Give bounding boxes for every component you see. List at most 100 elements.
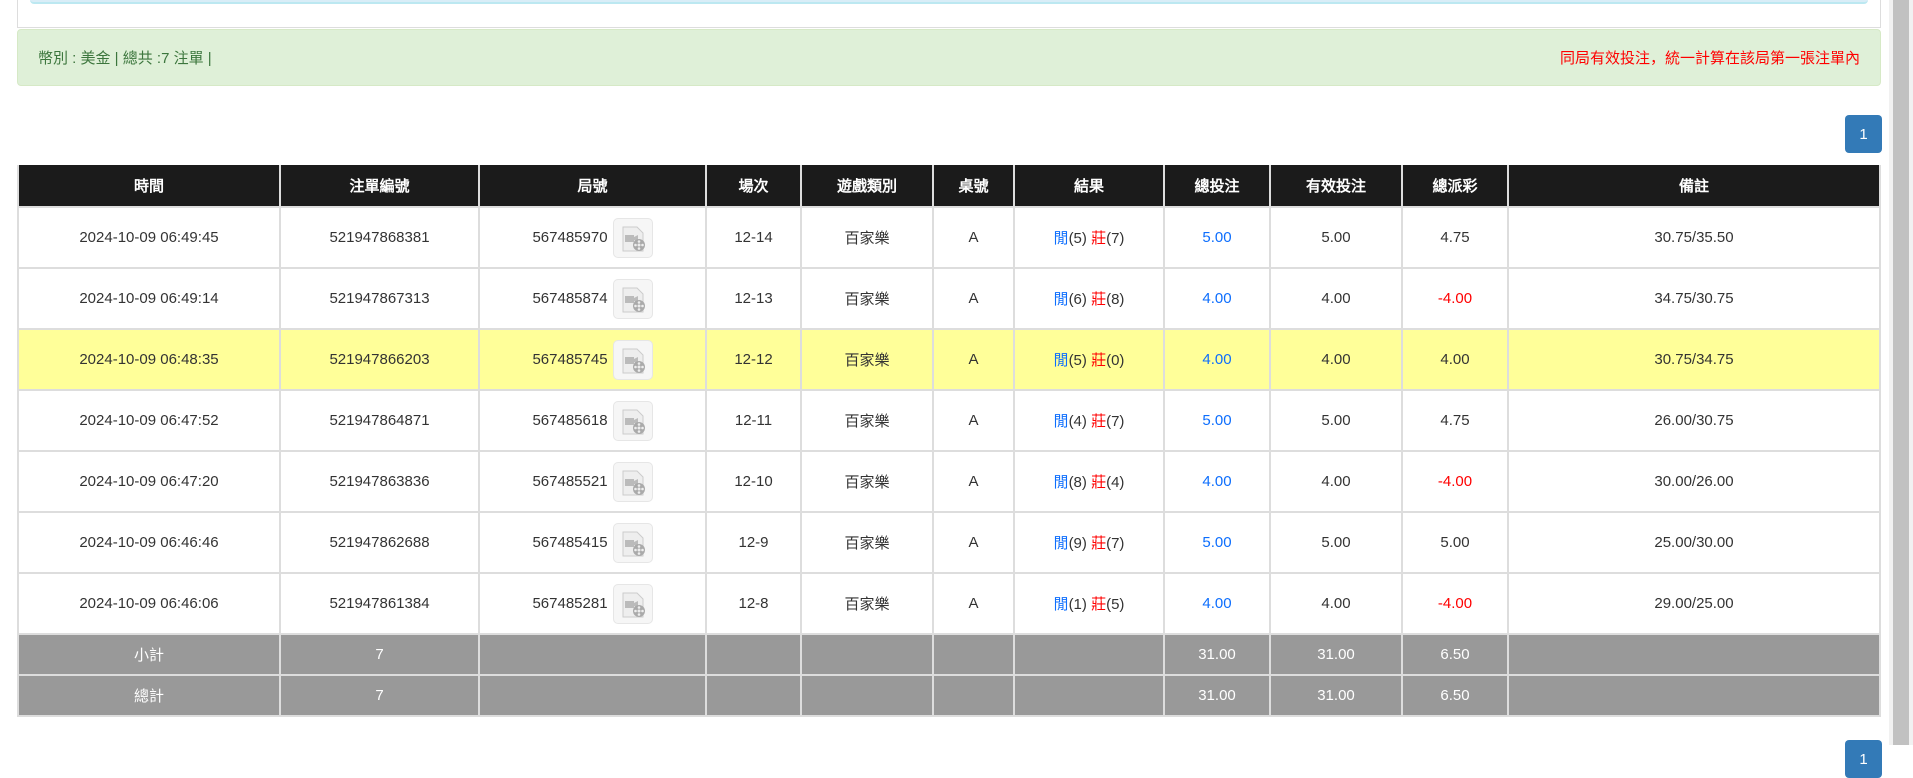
bet-id-cell: 521947867313 [279, 267, 480, 330]
shoe-cell: 12-9 [705, 511, 802, 574]
banker-points: (7) [1106, 230, 1125, 247]
round-number: 567485745 [532, 350, 608, 368]
result-cell: 閒(6) 莊(8) [1013, 267, 1165, 330]
payout-cell-value: -4.00 [1437, 290, 1473, 307]
game-type-cell-value: 百家樂 [844, 535, 890, 552]
player-label: 閒 [1053, 596, 1069, 613]
valid-bet-cell: 4.00 [1269, 267, 1403, 330]
summary-label: 小計 [17, 633, 281, 676]
total-bet-cell: 5.00 [1163, 389, 1271, 452]
result-cell: 閒(5) 莊(0) [1013, 328, 1165, 391]
table-row: 2024-10-09 06:49:14 521947867313 567485874… [17, 267, 1881, 330]
empty-cell [800, 674, 934, 717]
bet-id-cell-value: 521947863836 [329, 473, 430, 490]
table-row: 2024-10-09 06:46:46 521947862688 567485415… [17, 511, 1881, 574]
video-replay-icon[interactable] [612, 217, 653, 258]
round-cell: 567485521 [478, 450, 707, 513]
valid-bet-cell: 4.00 [1269, 328, 1403, 391]
game-type-cell: 百家樂 [800, 511, 934, 574]
summary-count: 7 [279, 674, 480, 717]
video-replay-icon[interactable] [612, 522, 653, 563]
total-bet-cell-value: 5.00 [1202, 534, 1232, 551]
shoe-cell-value: 12-9 [738, 534, 769, 551]
note-cell-value: 29.00/25.00 [1654, 595, 1734, 612]
banker-label: 莊 [1091, 535, 1107, 552]
game-type-cell-value: 百家樂 [844, 474, 890, 491]
game-type-cell: 百家樂 [800, 389, 934, 452]
player-points: (5) [1068, 352, 1087, 369]
player-label: 閒 [1053, 230, 1069, 247]
note-cell: 26.00/30.75 [1507, 389, 1881, 452]
summary-total-bet: 31.00 [1163, 633, 1271, 676]
note-cell: 34.75/30.75 [1507, 267, 1881, 330]
payout-cell: -4.00 [1401, 267, 1509, 330]
table-number-cell-value: A [968, 534, 979, 551]
player-label: 閒 [1053, 474, 1069, 491]
note-cell: 30.00/26.00 [1507, 450, 1881, 513]
total-bet-cell-value: 5.00 [1202, 229, 1232, 246]
time-cell-value: 2024-10-09 06:47:20 [79, 473, 219, 490]
game-type-cell: 百家樂 [800, 267, 934, 330]
table-number-cell-value: A [968, 473, 979, 490]
banker-points: (0) [1106, 352, 1125, 369]
summary-valid-bet: 31.00 [1269, 633, 1403, 676]
video-replay-icon[interactable] [612, 583, 653, 624]
time-cell: 2024-10-09 06:47:52 [17, 389, 281, 452]
table-number-cell: A [932, 328, 1015, 391]
time-cell: 2024-10-09 06:47:20 [17, 450, 281, 513]
total-bet-cell-value: 4.00 [1202, 595, 1232, 612]
column-header: 遊戲類別 [800, 165, 934, 208]
table-number-cell: A [932, 450, 1015, 513]
banker-points: (8) [1106, 291, 1125, 308]
summary-valid-bet: 31.00 [1269, 674, 1403, 717]
total-bet-cell-value: 4.00 [1202, 351, 1232, 368]
note-cell: 30.75/35.50 [1507, 206, 1881, 269]
summary-payout: 6.50 [1401, 674, 1509, 717]
video-replay-icon[interactable] [612, 339, 653, 380]
valid-bet-cell-value: 5.00 [1321, 534, 1351, 551]
game-type-cell-value: 百家樂 [844, 352, 890, 369]
shoe-cell-value: 12-13 [734, 290, 773, 307]
pagination-page-1-bottom[interactable]: 1 [1845, 740, 1882, 778]
column-header: 桌號 [932, 165, 1015, 208]
total-bet-cell: 5.00 [1163, 511, 1271, 574]
top-panel [17, 0, 1881, 28]
round-number: 567485874 [532, 289, 608, 307]
round-number: 567485415 [532, 533, 608, 551]
shoe-cell-value: 12-14 [734, 229, 773, 246]
scrollbar-thumb[interactable] [1893, 0, 1909, 745]
table-number-cell-value: A [968, 412, 979, 429]
note-cell-value: 30.00/26.00 [1654, 473, 1734, 490]
bet-id-cell-value: 521947866203 [329, 351, 430, 368]
valid-bet-cell: 5.00 [1269, 511, 1403, 574]
round-cell: 567485874 [478, 267, 707, 330]
info-bar [30, 0, 1868, 4]
shoe-cell: 12-12 [705, 328, 802, 391]
time-cell-value: 2024-10-09 06:46:06 [79, 595, 219, 612]
table-number-cell-value: A [968, 595, 979, 612]
banker-points: (7) [1106, 535, 1125, 552]
payout-cell: 4.75 [1401, 389, 1509, 452]
valid-bet-cell-value: 5.00 [1321, 412, 1351, 429]
banker-points: (7) [1106, 413, 1125, 430]
round-cell: 567485745 [478, 328, 707, 391]
player-points: (4) [1068, 413, 1087, 430]
scrollbar[interactable] [1889, 0, 1913, 745]
video-replay-icon[interactable] [612, 461, 653, 502]
shoe-cell: 12-14 [705, 206, 802, 269]
total-bet-cell: 5.00 [1163, 206, 1271, 269]
note-cell: 25.00/30.00 [1507, 511, 1881, 574]
time-cell: 2024-10-09 06:49:45 [17, 206, 281, 269]
video-replay-icon[interactable] [612, 278, 653, 319]
bet-records-table: 時間 注單編號 局號 場次 遊戲類別 桌號 結果 總投注 有效投注 總派彩 備註 2024-10-0… [17, 165, 1881, 717]
table-number-cell: A [932, 572, 1015, 635]
video-replay-icon[interactable] [612, 400, 653, 441]
bet-id-cell-value: 521947864871 [329, 412, 430, 429]
payout-cell: -4.00 [1401, 450, 1509, 513]
total-bet-cell-value: 4.00 [1202, 473, 1232, 490]
column-header: 總派彩 [1401, 165, 1509, 208]
note-cell: 30.75/34.75 [1507, 328, 1881, 391]
table-number-cell-value: A [968, 351, 979, 368]
player-points: (8) [1068, 474, 1087, 491]
pagination-page-1[interactable]: 1 [1845, 115, 1882, 153]
